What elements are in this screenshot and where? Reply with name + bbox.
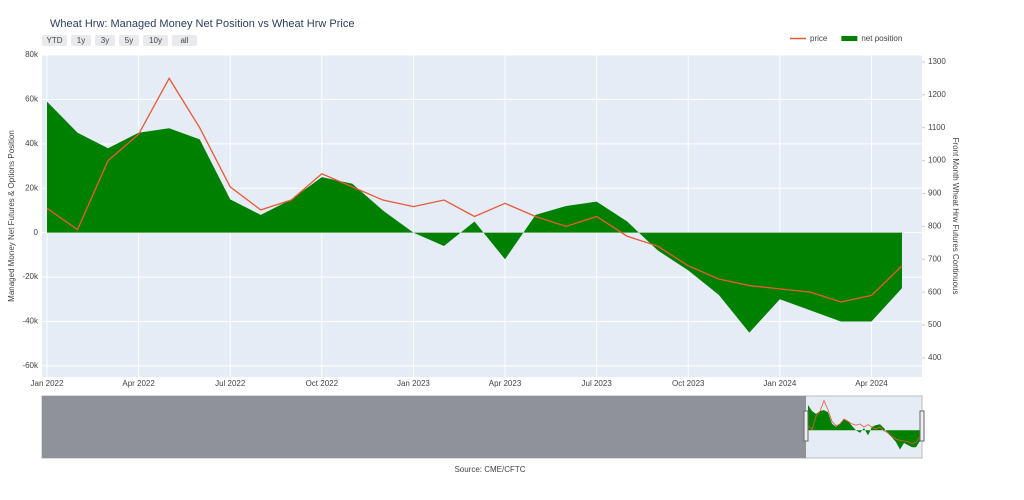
y2-tick-label: 500 xyxy=(928,320,942,329)
y2-axis-title: Front Month Wheat Hrw Futures Continuous xyxy=(951,138,960,295)
y-tick-label: 20k xyxy=(25,183,39,192)
x-tick-label: Oct 2023 xyxy=(672,379,705,388)
y-tick-label: -40k xyxy=(22,317,39,326)
range-button-bg[interactable] xyxy=(42,35,67,46)
area xyxy=(47,101,902,333)
range-slider-handle[interactable] xyxy=(803,410,809,442)
y2-tick-label: 600 xyxy=(928,287,942,296)
chart-title: Wheat Hrw: Managed Money Net Position vs… xyxy=(50,18,354,30)
legend-label: price xyxy=(810,34,828,43)
range-button[interactable]: all xyxy=(172,35,197,46)
line xyxy=(46,77,903,303)
y2-tick-label: 400 xyxy=(928,353,942,362)
range-button[interactable]: 10y xyxy=(143,35,168,46)
x-tick-label: Apr 2024 xyxy=(855,379,888,388)
range-button[interactable]: YTD xyxy=(42,35,67,46)
x-tick-label: Apr 2022 xyxy=(122,379,155,388)
range-button-label[interactable]: all xyxy=(180,36,188,45)
x-tick-label: Jan 2024 xyxy=(763,379,796,388)
range-slider-mask xyxy=(42,396,806,458)
y-tick-label: 60k xyxy=(25,95,39,104)
range-button-bg[interactable] xyxy=(71,35,91,46)
y-tick-label: 40k xyxy=(25,139,39,148)
y2-tick-label: 1300 xyxy=(928,57,946,66)
series-group xyxy=(46,77,903,333)
line xyxy=(807,399,921,444)
x-tick-label: Jan 2022 xyxy=(31,379,64,388)
legend-label: net position xyxy=(861,34,902,43)
range-button-label[interactable]: 1y xyxy=(77,36,85,45)
range-slider-series xyxy=(807,399,921,450)
x-tick-label: Jul 2022 xyxy=(215,379,246,388)
x-tick-label: Oct 2022 xyxy=(306,379,339,388)
range-button-bg[interactable] xyxy=(95,35,115,46)
range-slider-handle[interactable] xyxy=(919,410,925,442)
range-button[interactable]: 1y xyxy=(71,35,91,46)
y2-tick-label: 700 xyxy=(928,254,942,263)
range-button-bg[interactable] xyxy=(119,35,139,46)
range-button[interactable]: 3y xyxy=(95,35,115,46)
y2-tick-label: 1100 xyxy=(928,123,946,132)
range-button[interactable]: 5y xyxy=(119,35,139,46)
range-button-label[interactable]: 10y xyxy=(149,36,162,45)
x-tick-label: Apr 2023 xyxy=(489,379,522,388)
y2-tick-label: 900 xyxy=(928,189,942,198)
y-tick-label: 0 xyxy=(34,228,39,237)
range-button-bg[interactable] xyxy=(143,35,168,46)
y2-tick-label: 1200 xyxy=(928,90,946,99)
legend-swatch xyxy=(841,36,858,41)
y-tick-label: 80k xyxy=(25,50,39,59)
y-tick-label: -60k xyxy=(22,361,39,370)
y-axis-title: Managed Money Net Futures & Options Posi… xyxy=(7,130,16,302)
range-button-bg[interactable] xyxy=(172,35,197,46)
source: Source: CME/CFTC xyxy=(454,465,525,474)
x-tick-label: Jul 2023 xyxy=(582,379,613,388)
x-tick-label: Jan 2023 xyxy=(397,379,430,388)
y2-tick-label: 800 xyxy=(928,221,942,230)
range-button-label[interactable]: YTD xyxy=(47,36,63,45)
area xyxy=(808,404,920,450)
y2-tick-label: 1000 xyxy=(928,156,946,165)
range-button-label[interactable]: 3y xyxy=(101,36,109,45)
range-button-label[interactable]: 5y xyxy=(125,36,133,45)
y-tick-label: -20k xyxy=(22,272,39,281)
